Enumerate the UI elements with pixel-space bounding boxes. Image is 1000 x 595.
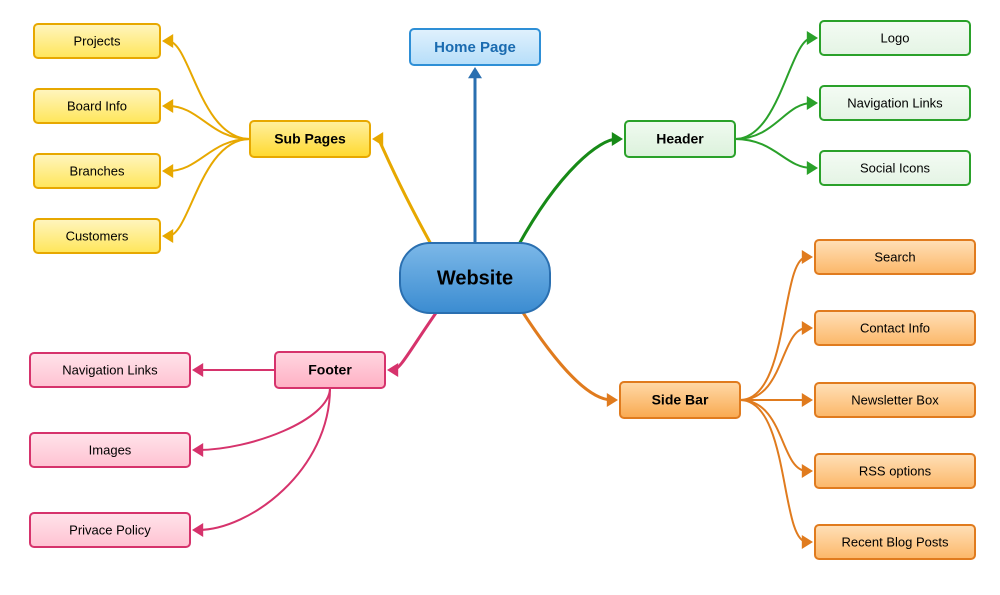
node-sp_branches: Branches [34,154,160,188]
node-label-header: Header [656,131,704,147]
node-label-sidebar: Side Bar [652,392,709,408]
arrowhead [162,99,173,113]
arrowhead [802,250,813,264]
node-ft_nav: Navigation Links [30,353,190,387]
node-label-homepage: Home Page [434,39,516,56]
node-label-sb_contact: Contact Info [860,320,930,335]
node-hd_logo: Logo [820,21,970,55]
node-homepage: Home Page [410,29,540,65]
arrowhead [807,161,818,175]
node-label-sp_branches: Branches [70,163,125,178]
arrowhead [802,321,813,335]
arrowhead [192,443,203,457]
node-sp_board: Board Info [34,89,160,123]
node-label-center: Website [437,267,513,289]
node-label-sb_blog: Recent Blog Posts [842,534,949,549]
arrowhead [807,31,818,45]
node-label-sp_projects: Projects [74,33,121,48]
arrowhead [192,523,203,537]
arrowhead [387,363,398,377]
edge-center-header [518,139,617,246]
node-header: Header [625,121,735,157]
arrowhead [162,34,173,48]
node-sidebar: Side Bar [620,382,740,418]
node-label-hd_social: Social Icons [860,160,931,175]
node-sp_projects: Projects [34,24,160,58]
node-ft_images: Images [30,433,190,467]
edge-footer-ft_images [198,388,330,450]
arrowhead [372,132,383,146]
node-label-ft_privacy: Privace Policy [69,522,151,537]
node-label-ft_nav: Navigation Links [62,362,158,377]
node-footer: Footer [275,352,385,388]
node-label-sp_customers: Customers [66,228,129,243]
node-label-sp_board: Board Info [67,98,127,113]
edge-center-sidebar [520,308,612,400]
arrowhead [807,96,818,110]
node-sb_contact: Contact Info [815,311,975,345]
node-label-hd_nav: Navigation Links [847,95,943,110]
edge-center-footer [393,310,438,370]
node-sp_customers: Customers [34,219,160,253]
arrowhead [802,464,813,478]
node-label-subpages: Sub Pages [274,131,346,147]
node-hd_social: Social Icons [820,151,970,185]
node-label-sb_search: Search [874,249,915,264]
arrowhead [468,67,482,78]
node-sb_search: Search [815,240,975,274]
arrowhead [162,229,173,243]
mindmap-canvas: Website Home Page Sub Pages Header Footer Sid… [0,0,1000,595]
node-sb_rss: RSS options [815,454,975,488]
node-label-sb_rss: RSS options [859,463,932,478]
arrowhead [802,535,813,549]
edge-center-subpages [378,139,432,246]
arrowhead [192,363,203,377]
node-label-ft_images: Images [89,442,132,457]
node-hd_nav: Navigation Links [820,86,970,120]
node-sb_blog: Recent Blog Posts [815,525,975,559]
node-label-sb_news: Newsletter Box [851,392,939,407]
arrowhead [802,393,813,407]
node-label-hd_logo: Logo [881,30,910,45]
arrowhead [612,132,623,146]
node-subpages: Sub Pages [250,121,370,157]
edge-footer-ft_privacy [198,388,330,530]
node-label-footer: Footer [308,362,352,378]
node-sb_news: Newsletter Box [815,383,975,417]
arrowhead [162,164,173,178]
node-ft_privacy: Privace Policy [30,513,190,547]
node-center: Website [400,243,550,313]
arrowhead [607,393,618,407]
edge-header-hd_social [735,139,812,168]
